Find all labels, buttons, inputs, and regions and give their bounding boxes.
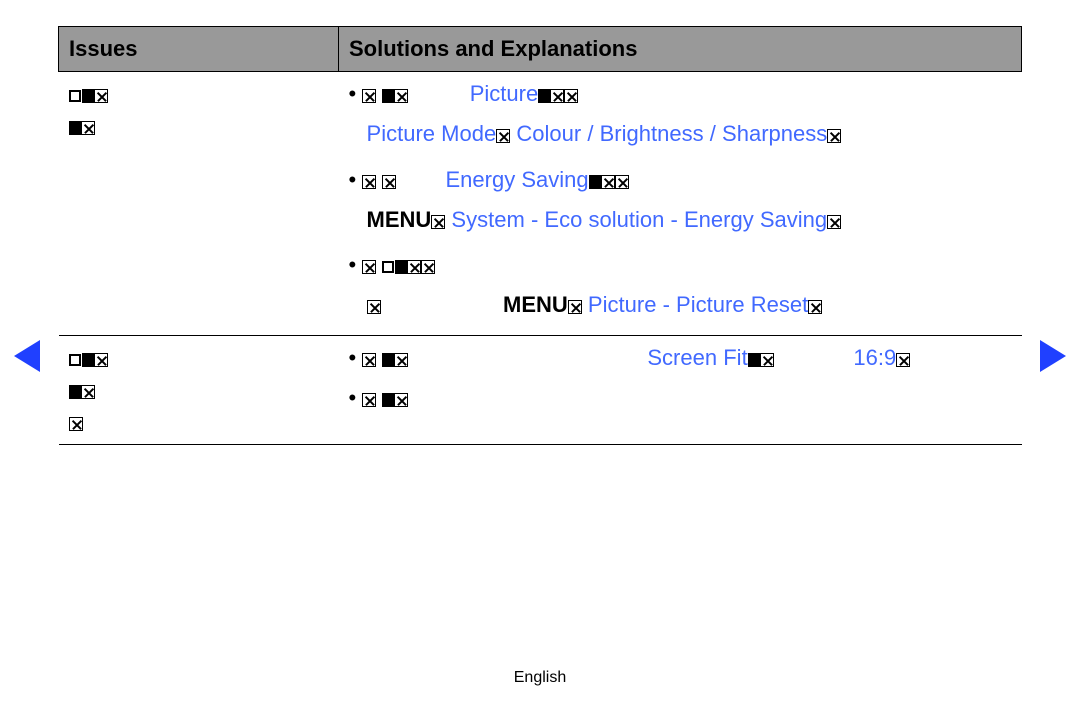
table-row: • Screen Fit 16:9 • [59,336,1022,445]
footer-language: English [0,669,1080,687]
text-fragment [362,81,408,106]
page: Issues Solutions and Explanations • Pict… [0,0,1080,705]
text-fragment [408,81,469,106]
menu-path-link: Screen Fit [647,345,747,370]
next-arrow-icon[interactable] [1040,340,1066,372]
solution-sub-line: Picture Mode Colour / Brightness / Sharp… [349,118,1012,150]
menu-path-link: Picture - Picture Reset [588,292,808,317]
table-header-row: Issues Solutions and Explanations [59,27,1022,72]
text-fragment [396,167,445,192]
solution-bullet-line: • Energy Saving [349,164,1012,196]
solution-sub-line: MENU Picture - Picture Reset [349,289,1012,321]
text-fragment [774,345,854,370]
text-fragment [362,252,435,277]
menu-path-link: 16:9 [853,345,896,370]
text-fragment [538,81,578,106]
menu-label: MENU [367,207,432,232]
issue-cell [59,336,339,445]
text-fragment [827,207,841,232]
text-fragment [496,121,516,146]
text-fragment [362,345,408,370]
issue-line [69,78,329,110]
text-fragment [808,292,822,317]
text-fragment [748,345,774,370]
solution-bullet-line: • Picture [349,78,1012,110]
prev-arrow-icon[interactable] [14,340,40,372]
text-fragment [568,292,588,317]
troubleshooting-table: Issues Solutions and Explanations • Pict… [58,26,1022,445]
text-fragment [362,385,408,410]
table-row: • Picture Picture Mode Colour / Brightnes… [59,71,1022,335]
menu-path-link: Colour / Brightness / Sharpness [516,121,827,146]
menu-path-link: Picture [470,81,539,106]
menu-path-link: System - Eco solution - Energy Saving [451,207,827,232]
solution-bullet-line: • Screen Fit 16:9 [349,342,1012,374]
issue-line [69,374,329,406]
solution-sub-line: MENU System - Eco solution - Energy Savi… [349,204,1012,236]
issue-line [69,342,329,374]
text-fragment [431,207,451,232]
solution-cell: • Screen Fit 16:9 • [339,336,1022,445]
menu-path-link: Picture Mode [367,121,497,146]
issue-line [69,110,329,142]
solution-cell: • Picture Picture Mode Colour / Brightnes… [339,71,1022,335]
solution-bullet-line: • [349,382,1012,414]
text-fragment [589,167,629,192]
text-fragment [408,345,647,370]
menu-path-link: Energy Saving [445,167,588,192]
text-fragment [362,167,396,192]
header-solutions: Solutions and Explanations [339,27,1022,72]
issue-line [69,406,329,438]
header-issues: Issues [59,27,339,72]
solution-bullet-line: • [349,249,1012,281]
text-fragment [381,292,504,317]
text-fragment [896,345,910,370]
menu-label: MENU [503,292,568,317]
text-fragment [827,121,841,146]
issue-cell [59,71,339,335]
text-fragment [367,292,381,317]
